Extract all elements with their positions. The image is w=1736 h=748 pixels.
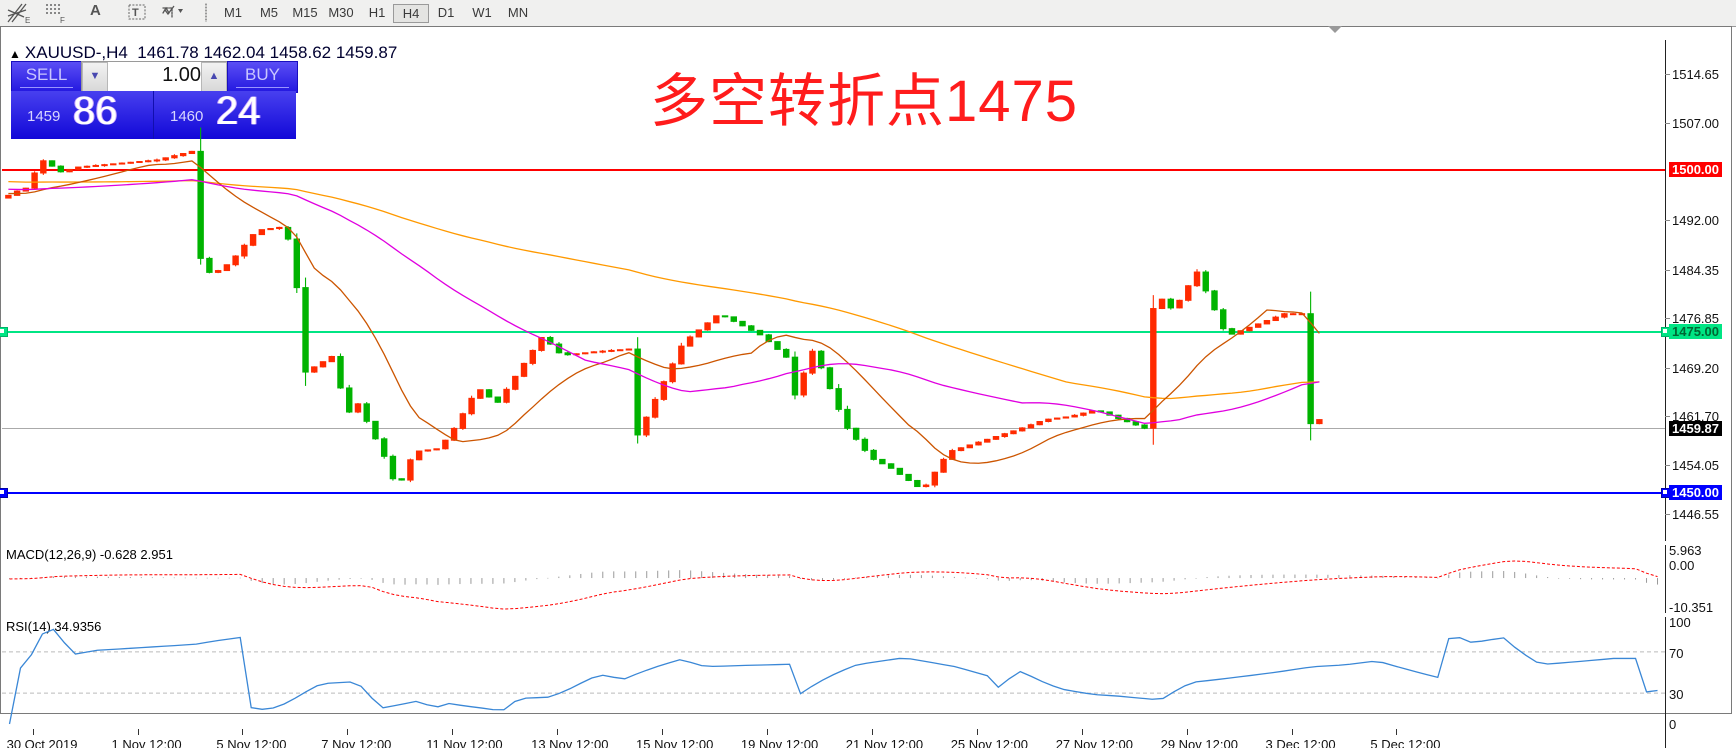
svg-text:F: F xyxy=(60,16,65,25)
svg-text:E: E xyxy=(25,16,30,24)
svg-text:T: T xyxy=(132,7,139,19)
